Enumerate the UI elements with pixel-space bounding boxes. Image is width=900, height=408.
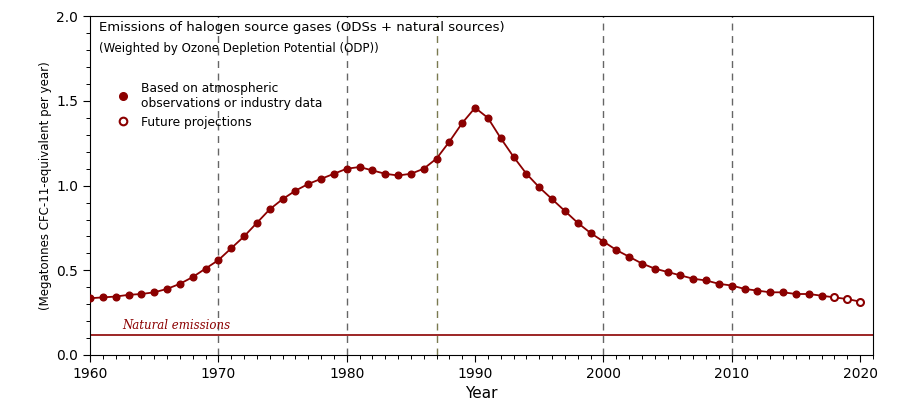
Text: Natural emissions: Natural emissions <box>122 319 230 333</box>
Legend: Based on atmospheric
observations or industry data, Future projections: Based on atmospheric observations or ind… <box>105 77 328 133</box>
Text: Emissions of halogen source gases (ODSs + natural sources): Emissions of halogen source gases (ODSs … <box>99 21 505 34</box>
X-axis label: Year: Year <box>465 386 498 401</box>
Y-axis label: (Megatonnes CFC-11-equivalent per year): (Megatonnes CFC-11-equivalent per year) <box>39 61 52 310</box>
Text: (Weighted by Ozone Depletion Potential (ODP)): (Weighted by Ozone Depletion Potential (… <box>99 42 379 55</box>
